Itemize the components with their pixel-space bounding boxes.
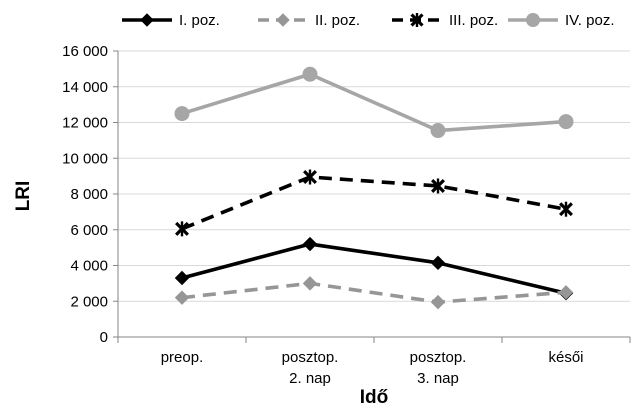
legend-item: III. poz. [392,12,498,29]
legend-label: I. poz. [179,12,220,29]
data-point-marker [302,236,318,252]
data-point-marker [303,169,317,185]
series-3 [175,169,573,237]
data-point-marker [140,13,154,27]
legend: I. poz. II. poz. III. poz. IV. poz. [122,12,614,29]
data-point-marker [431,178,445,194]
y-axis-title: LRI [13,181,34,212]
legend-item: IV. poz. [508,12,614,29]
data-point-marker [559,201,573,217]
series-line [181,281,567,304]
legend-label: III. poz. [449,12,498,29]
series-2 [174,276,574,310]
data-point-marker [558,285,574,300]
y-tick-label: 8 000 [70,186,108,203]
data-point-marker [430,294,446,310]
x-tick-label: posztop. 2. nap [282,349,339,387]
y-tick-label: 4 000 [70,258,108,275]
data-point-marker [302,276,318,291]
data-point-marker [175,221,189,237]
legend-label: IV. poz. [565,12,614,29]
data-point-marker [174,290,190,305]
data-point-marker [276,13,290,27]
y-tick-label: 12 000 [62,115,108,132]
series-line [181,175,567,231]
x-axis-title: Idő [360,387,389,408]
series-4 [174,66,574,139]
data-point-marker [430,255,446,271]
x-tick-label: késői [548,349,583,366]
series-line [181,242,567,295]
x-tick-label: preop. [161,349,204,366]
legend-item: I. poz. [122,12,220,29]
y-tick-label: 0 [100,329,108,346]
axes: 0 2 000 4 000 6 000 8 000 10 000 12 000 14 000 1… [62,43,631,387]
data-point-marker [558,114,574,130]
data-point-marker [174,270,190,286]
x-tick-label: posztop. 3. nap [410,349,467,387]
legend-label: II. poz. [315,12,360,29]
data-point-marker [430,123,446,139]
data-point-marker [526,13,540,27]
y-tick-label: 16 000 [62,43,108,60]
data-point-marker [302,66,318,82]
y-tick-label: 6 000 [70,222,108,239]
series [174,66,574,310]
y-tick-label: 2 000 [70,293,108,310]
y-tick-label: 14 000 [62,79,108,96]
data-point-marker [410,13,424,27]
y-tick-label: 10 000 [62,150,108,167]
data-point-marker [174,106,190,122]
grid [118,50,630,302]
legend-item: II. poz. [258,12,360,29]
series-line [181,72,567,133]
